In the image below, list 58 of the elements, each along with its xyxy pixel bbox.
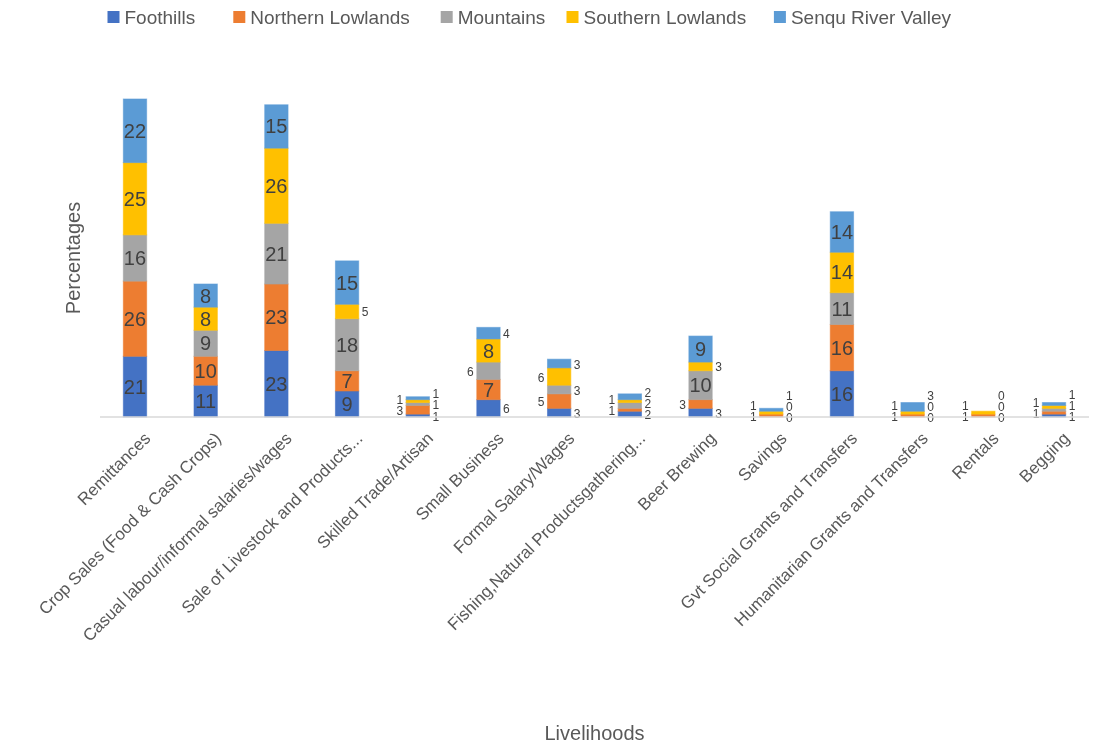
- data-label: 5: [537, 395, 545, 410]
- data-label: 23: [265, 372, 288, 395]
- data-label: 15: [335, 271, 359, 294]
- data-label: 0: [997, 411, 1005, 425]
- data-label: 11: [195, 390, 217, 413]
- data-label: 4: [503, 327, 511, 342]
- data-label: 0: [785, 400, 793, 414]
- data-label: 16: [830, 382, 854, 405]
- data-label: 0: [927, 400, 935, 414]
- data-label: 9: [694, 338, 707, 361]
- data-label: 26: [123, 307, 147, 330]
- data-label: 3: [573, 383, 581, 398]
- data-label: 14: [830, 261, 854, 284]
- data-label: 8: [482, 339, 495, 362]
- data-label: 11: [831, 297, 853, 320]
- legend-label: Senqu River Valley: [790, 6, 952, 28]
- legend-label: Foothills: [124, 6, 196, 28]
- y-axis-title: Percentages: [62, 201, 84, 315]
- data-label: 3: [573, 406, 581, 421]
- data-label: 16: [830, 336, 854, 359]
- data-label: 21: [265, 242, 288, 265]
- data-label: 10: [689, 374, 712, 397]
- data-label: 14: [830, 220, 854, 243]
- data-label: 7: [341, 369, 353, 392]
- data-label: 0: [927, 411, 935, 425]
- data-label: 3: [715, 360, 723, 375]
- data-label: 8: [200, 307, 212, 330]
- data-label: 0: [785, 411, 793, 425]
- data-label: 16: [123, 247, 147, 269]
- data-label: 6: [537, 370, 545, 385]
- legend-label: Northern Lowlands: [250, 6, 410, 28]
- data-label: 3: [715, 406, 723, 421]
- data-label: 0: [997, 400, 1005, 414]
- data-label: 9: [341, 392, 353, 415]
- data-label: 18: [335, 333, 359, 356]
- data-label: 0: [997, 389, 1005, 403]
- data-label: 10: [194, 359, 217, 382]
- data-label: 22: [123, 119, 147, 142]
- data-label: 8: [200, 284, 212, 307]
- data-label: 3: [679, 397, 687, 412]
- data-label: 15: [265, 115, 288, 138]
- data-label: 9: [200, 332, 212, 355]
- data-label: 23: [265, 306, 288, 329]
- data-label: 3: [573, 357, 581, 372]
- data-label: 21: [123, 375, 147, 398]
- legend-label: Mountains: [457, 6, 546, 28]
- data-label: 1: [785, 389, 793, 403]
- data-label: 7: [482, 378, 495, 401]
- data-label: 25: [123, 187, 147, 210]
- data-label: 5: [361, 305, 369, 320]
- legend-label: Southern Lowlands: [583, 6, 747, 28]
- data-label: 1: [432, 409, 440, 424]
- data-label: 6: [503, 402, 511, 417]
- data-label: 26: [265, 174, 288, 197]
- data-label: 2: [644, 408, 652, 423]
- data-label: 6: [467, 364, 475, 379]
- x-axis-title: Livelihoods: [544, 722, 645, 744]
- data-label: 3: [927, 389, 935, 403]
